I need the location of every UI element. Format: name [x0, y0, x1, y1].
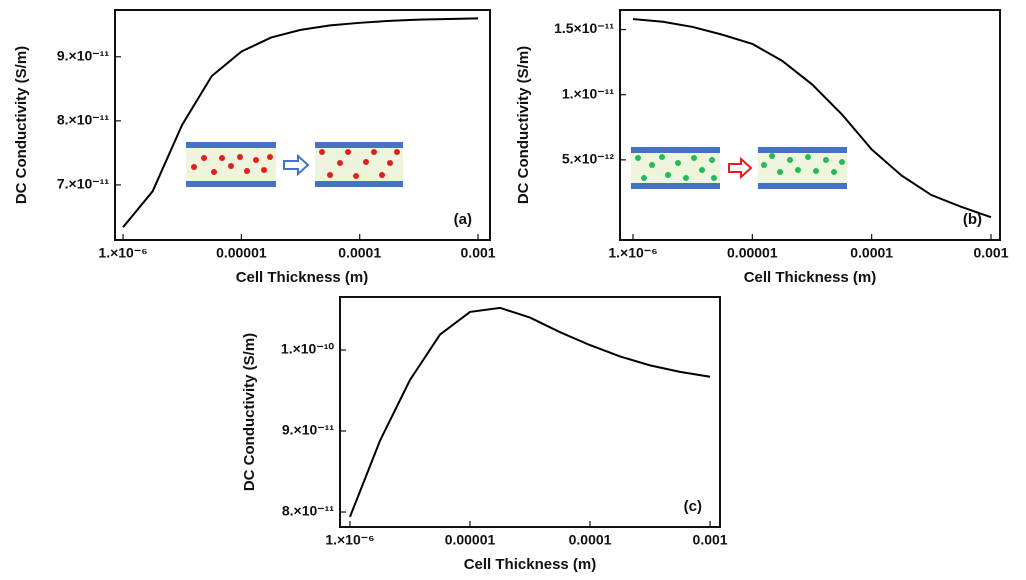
chart-panel: 1.×10⁻⁶ 0.00001 0.0001 0.001 8.×10⁻¹¹ 9.×10⁻¹… [241, 296, 728, 573]
y-tick-label: 1.×10⁻¹⁰ [281, 341, 334, 357]
x-tick-label: 1.×10⁻⁶ [608, 245, 657, 261]
x-tick-label: 0.00001 [445, 532, 496, 548]
x-tick-label: 1.×10⁻⁶ [325, 532, 374, 548]
y-axis-label: DC Conductivity (S/m) [241, 333, 258, 491]
x-tick-label: 0.0001 [338, 245, 381, 261]
panel-annotation: (b) [963, 211, 982, 228]
y-tick-label: 9.×10⁻¹¹ [57, 47, 109, 63]
x-tick-label: 0.00001 [216, 245, 267, 261]
x-tick-label: 0.0001 [850, 245, 893, 261]
y-tick-label: 1.×10⁻¹¹ [562, 85, 614, 101]
data-line [349, 306, 711, 518]
panel-annotation: (c) [684, 498, 702, 515]
x-axis-label: Cell Thickness (m) [744, 269, 877, 286]
y-tick-label: 9.×10⁻¹¹ [282, 422, 334, 438]
x-tick-label: 0.001 [461, 245, 496, 261]
y-axis-label: DC Conductivity (S/m) [13, 46, 30, 204]
x-tick-label: 1.×10⁻⁶ [98, 245, 147, 261]
y-tick-label: 8.×10⁻¹¹ [282, 503, 334, 519]
inset-diagram-a [186, 142, 403, 187]
x-tick-label: 0.00001 [727, 245, 778, 261]
y-tick-label: 8.×10⁻¹¹ [57, 112, 109, 128]
x-axis-label: Cell Thickness (m) [464, 556, 597, 573]
y-tick-label: 1.5×10⁻¹¹ [554, 20, 614, 36]
inset-diagram-b [631, 147, 847, 189]
panel-annotation: (a) [454, 211, 472, 228]
y-tick-label: 5.×10⁻¹² [562, 151, 614, 167]
data-line [632, 18, 992, 219]
chart-panel: 1.×10⁻⁶ 0.00001 0.0001 0.001 7.×10⁻¹¹ 8.×10⁻¹… [13, 9, 496, 286]
x-axis-label: Cell Thickness (m) [236, 269, 369, 286]
plot-frame [114, 9, 491, 241]
plot-frame [619, 9, 1001, 241]
y-axis-label: DC Conductivity (S/m) [515, 46, 532, 204]
x-tick-label: 0.001 [693, 532, 728, 548]
x-tick-label: 0.0001 [569, 532, 612, 548]
data-line [122, 17, 479, 228]
y-tick-label: 7.×10⁻¹¹ [57, 176, 109, 192]
plot-frame [339, 296, 721, 528]
x-tick-label: 0.001 [973, 245, 1008, 261]
chart-panel: 1.×10⁻⁶ 0.00001 0.0001 0.001 5.×10⁻¹² 1.×10⁻¹… [515, 9, 1009, 286]
